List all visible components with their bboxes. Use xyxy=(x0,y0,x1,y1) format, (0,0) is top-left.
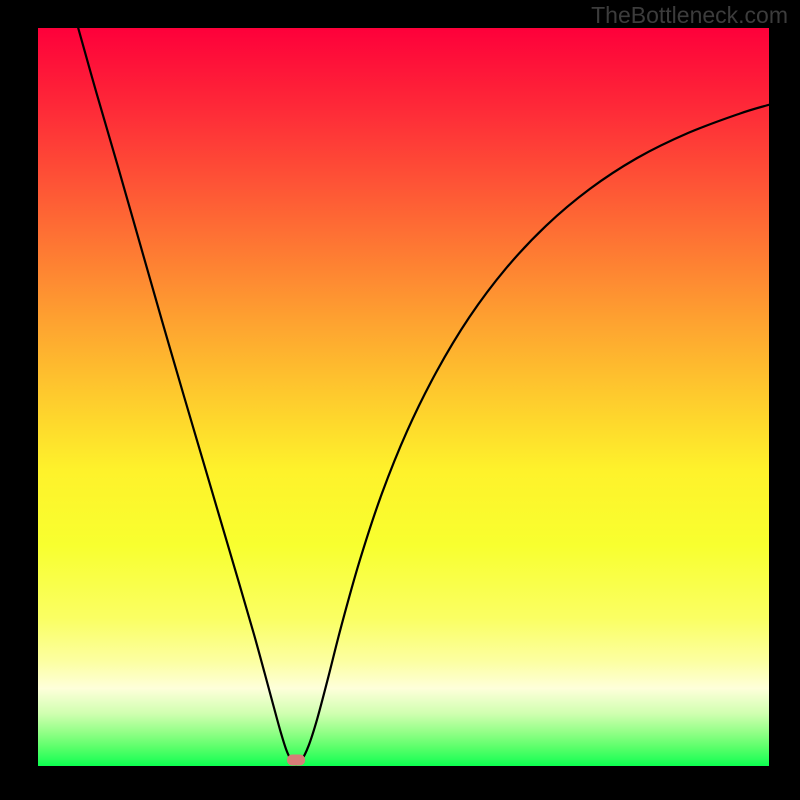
chart-stage: TheBottleneck.com xyxy=(0,0,800,800)
plot-svg xyxy=(38,28,769,766)
plot-region xyxy=(38,28,769,766)
gradient-background xyxy=(38,28,769,766)
optimum-marker xyxy=(287,755,305,766)
watermark-text: TheBottleneck.com xyxy=(591,2,788,29)
